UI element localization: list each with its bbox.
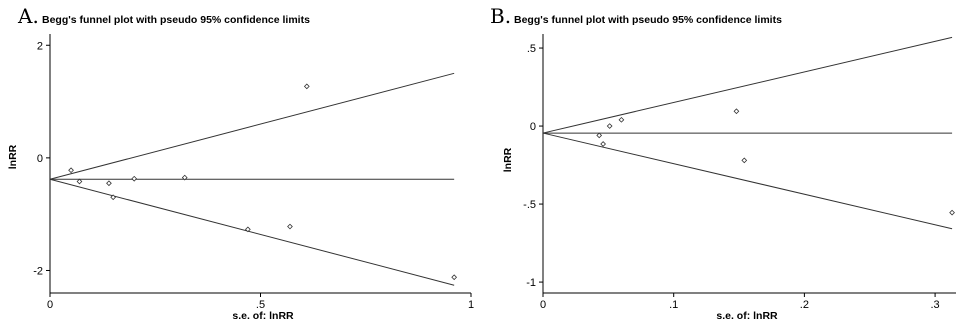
chart-title: Begg's funnel plot with pseudo 95% confi… — [514, 14, 782, 26]
study-point — [106, 180, 112, 187]
study-point — [181, 174, 188, 181]
study-point — [618, 116, 625, 123]
x-tick-label: 0 — [47, 299, 53, 311]
panel-letter: B. — [490, 4, 511, 28]
chart-title: Begg's funnel plot with pseudo 95% confi… — [42, 14, 310, 26]
study-point — [303, 83, 310, 90]
x-tick-label: .1 — [669, 299, 678, 311]
study-point — [949, 209, 955, 216]
study-point — [600, 141, 606, 147]
study-point — [596, 132, 603, 139]
x-tick-label: .5 — [256, 299, 265, 311]
study-point — [68, 167, 74, 174]
panel-b-funnel-plot: B. Begg's funnel plot with pseudo 95% co… — [490, 4, 956, 322]
study-point — [287, 223, 293, 230]
study-point — [245, 226, 251, 233]
lower-confidence-limit-line — [49, 178, 455, 286]
study-point — [76, 178, 83, 185]
y-tick-label: 0 — [530, 121, 536, 133]
x-tick-label: .2 — [800, 299, 809, 311]
upper-confidence-limit-line — [49, 72, 455, 180]
upper-confidence-limit-line — [542, 36, 953, 134]
y-tick-label: -2 — [33, 265, 43, 277]
y-tick-label: -1 — [526, 277, 536, 289]
x-tick-label: .3 — [930, 299, 939, 311]
panel-letter: A. — [17, 4, 39, 28]
study-point — [131, 175, 138, 182]
y-axis-label: lnRR — [502, 147, 514, 172]
x-axis-label: s.e. of: lnRR — [232, 310, 294, 322]
x-axis-label: s.e. of: lnRR — [716, 310, 778, 322]
y-tick-label: .5 — [527, 43, 536, 55]
lower-confidence-limit-line — [542, 132, 953, 230]
study-point — [606, 123, 613, 129]
y-tick-label: 0 — [37, 153, 43, 165]
y-axis-label: lnRR — [7, 144, 19, 169]
study-point — [110, 194, 117, 201]
x-tick-label: 0 — [540, 299, 546, 311]
study-point — [451, 274, 458, 281]
study-point — [741, 157, 748, 164]
x-tick-label: 1 — [468, 299, 474, 311]
study-point — [733, 108, 740, 115]
y-tick-label: 2 — [37, 40, 43, 52]
y-tick-label: -.5 — [523, 199, 536, 211]
panel-a-funnel-plot: A. Begg's funnel plot with pseudo 95% co… — [7, 4, 474, 322]
